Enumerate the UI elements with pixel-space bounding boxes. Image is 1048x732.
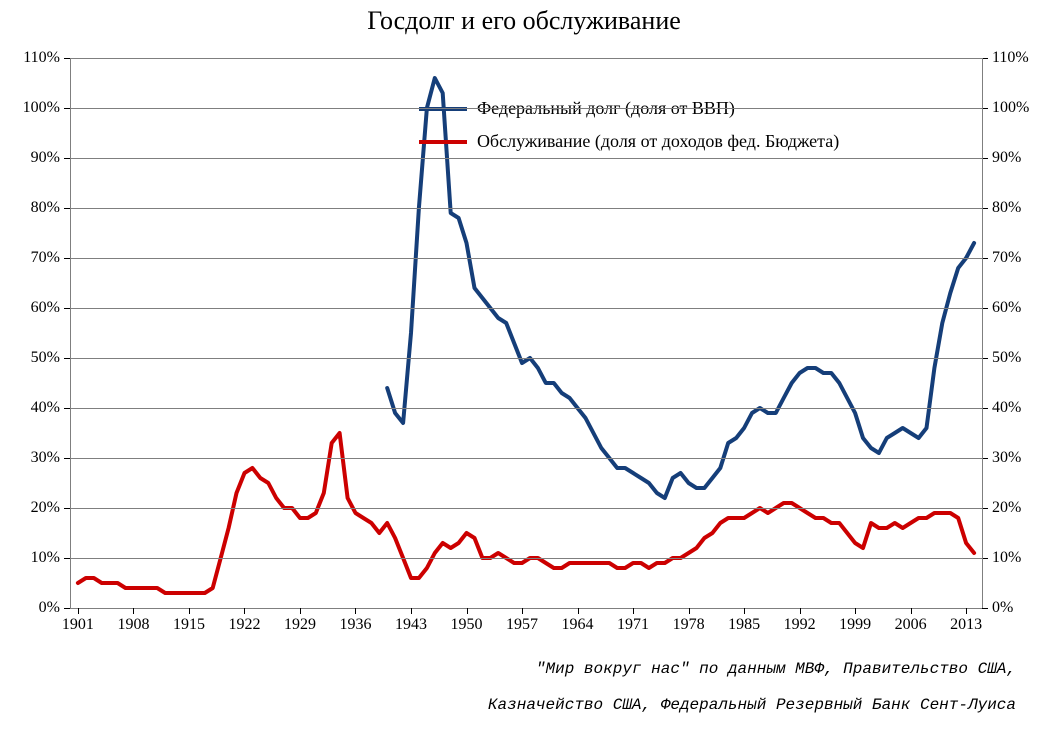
plot-area: Федеральный долг (доля от ВВП)Обслуживан…	[70, 58, 982, 608]
y-tick-left	[64, 608, 70, 609]
x-tick	[133, 608, 134, 614]
x-tick	[78, 608, 79, 614]
y-label-right: 20%	[992, 499, 1021, 517]
x-label: 1992	[784, 616, 816, 634]
gridline-h	[70, 608, 982, 609]
x-label: 1985	[728, 616, 760, 634]
x-label: 1999	[839, 616, 871, 634]
legend-swatch	[419, 140, 467, 144]
gridline-h	[70, 408, 982, 409]
x-tick	[911, 608, 912, 614]
legend-item: Обслуживание (доля от доходов фед. Бюдже…	[419, 131, 839, 152]
x-tick	[244, 608, 245, 614]
x-label: 1929	[284, 616, 316, 634]
x-label: 1908	[117, 616, 149, 634]
source-note: "Мир вокруг нас" по данным МВФ, Правител…	[450, 642, 1017, 732]
y-label-left: 20%	[31, 499, 60, 517]
x-tick	[800, 608, 801, 614]
x-tick	[633, 608, 634, 614]
y-label-right: 40%	[992, 399, 1021, 417]
y-label-right: 110%	[992, 49, 1029, 67]
x-label: 1978	[673, 616, 705, 634]
y-label-left: 0%	[39, 599, 60, 617]
x-tick	[744, 608, 745, 614]
plot-border	[70, 58, 71, 608]
y-label-left: 80%	[31, 199, 60, 217]
x-tick	[522, 608, 523, 614]
y-label-left: 70%	[31, 249, 60, 267]
gridline-h	[70, 58, 982, 59]
y-label-right: 50%	[992, 349, 1021, 367]
x-tick	[467, 608, 468, 614]
y-label-right: 100%	[992, 99, 1029, 117]
gridline-h	[70, 458, 982, 459]
y-label-left: 100%	[23, 99, 60, 117]
series-debt-service	[78, 433, 974, 593]
y-label-left: 110%	[23, 49, 60, 67]
gridline-h	[70, 108, 982, 109]
x-label: 1964	[562, 616, 594, 634]
x-tick	[578, 608, 579, 614]
y-label-right: 80%	[992, 199, 1021, 217]
x-label: 1936	[339, 616, 371, 634]
y-label-left: 30%	[31, 449, 60, 467]
gridline-h	[70, 558, 982, 559]
gridline-h	[70, 258, 982, 259]
gridline-h	[70, 208, 982, 209]
y-label-left: 10%	[31, 549, 60, 567]
gridline-h	[70, 158, 982, 159]
x-tick	[966, 608, 967, 614]
source-line-2: Казначейство США, Федеральный Резервный …	[488, 696, 1016, 714]
x-tick	[689, 608, 690, 614]
gridline-h	[70, 358, 982, 359]
y-label-right: 90%	[992, 149, 1021, 167]
chart-title: Госдолг и его обслуживание	[0, 6, 1048, 36]
y-label-left: 40%	[31, 399, 60, 417]
gridline-h	[70, 308, 982, 309]
y-label-left: 50%	[31, 349, 60, 367]
x-tick	[189, 608, 190, 614]
plot-border	[982, 58, 983, 608]
chart-container: Госдолг и его обслуживание Федеральный д…	[0, 0, 1048, 692]
y-label-right: 70%	[992, 249, 1021, 267]
x-tick	[300, 608, 301, 614]
x-label: 1922	[228, 616, 260, 634]
x-tick	[855, 608, 856, 614]
y-label-right: 60%	[992, 299, 1021, 317]
y-label-left: 60%	[31, 299, 60, 317]
y-label-right: 0%	[992, 599, 1013, 617]
source-line-1: "Мир вокруг нас" по данным МВФ, Правител…	[536, 660, 1016, 678]
y-label-right: 10%	[992, 549, 1021, 567]
x-tick	[355, 608, 356, 614]
x-label: 1901	[62, 616, 94, 634]
x-tick	[411, 608, 412, 614]
gridline-h	[70, 508, 982, 509]
x-label: 1943	[395, 616, 427, 634]
x-label: 2006	[895, 616, 927, 634]
x-label: 1915	[173, 616, 205, 634]
y-label-left: 90%	[31, 149, 60, 167]
x-label: 1950	[451, 616, 483, 634]
x-label: 1957	[506, 616, 538, 634]
x-label: 2013	[950, 616, 982, 634]
x-label: 1971	[617, 616, 649, 634]
legend-label: Обслуживание (доля от доходов фед. Бюдже…	[477, 131, 839, 152]
y-tick-right	[982, 608, 988, 609]
y-label-right: 30%	[992, 449, 1021, 467]
